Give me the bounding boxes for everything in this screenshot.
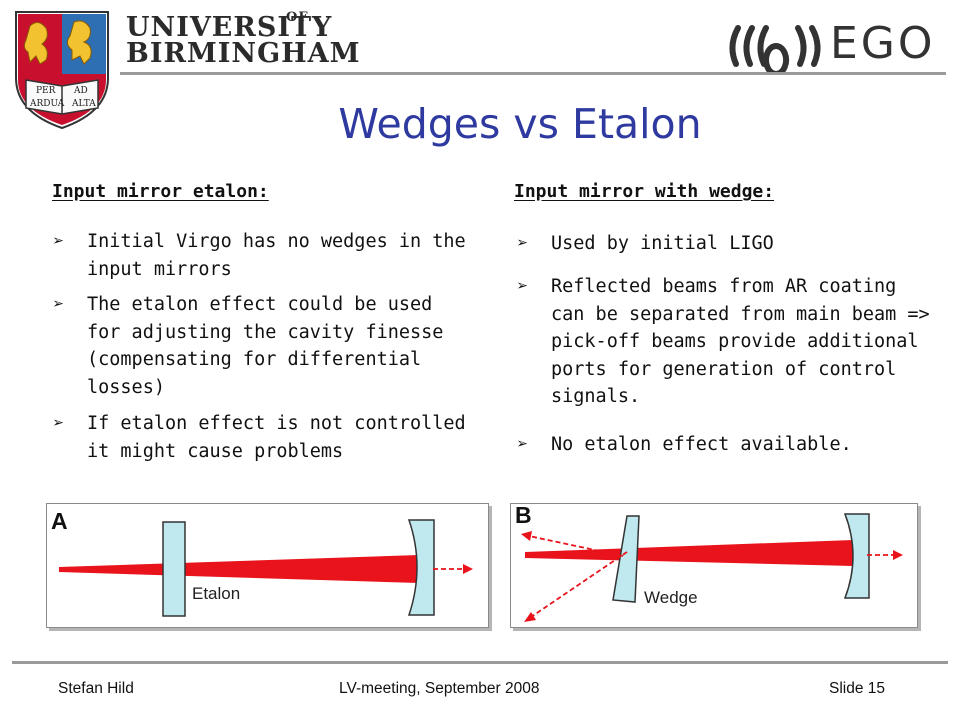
crest-text-per: PER bbox=[36, 86, 56, 96]
bullet-arrow-icon: ➢ bbox=[53, 231, 65, 252]
left-bullet-3: ➢ If etalon effect is not controlled it … bbox=[53, 410, 467, 465]
right-bullet-2-text: Reflected beams from AR coating can be s… bbox=[551, 276, 930, 407]
right-bullet-1-text: Used by initial LIGO bbox=[551, 233, 774, 254]
arrow-upper-left-icon bbox=[521, 531, 532, 541]
university-name-line2: BIRMINGHAM bbox=[126, 38, 361, 69]
right-bullet-2: ➢ Reflected beams from AR coating can be… bbox=[517, 273, 936, 411]
main-beam bbox=[59, 555, 419, 583]
arrow-right-icon bbox=[893, 550, 903, 560]
end-mirror bbox=[407, 519, 435, 616]
header-divider bbox=[120, 72, 946, 75]
slide-title: Wedges vs Etalon bbox=[338, 100, 702, 148]
footer-event: LV-meeting, September 2008 bbox=[339, 680, 540, 697]
right-bullet-3: ➢ No etalon effect available. bbox=[517, 431, 936, 459]
bullet-arrow-icon: ➢ bbox=[517, 434, 529, 455]
crest-shield-icon bbox=[15, 11, 109, 130]
etalon-optics-diagram bbox=[59, 519, 473, 617]
university-crest: PER AD ARDUA ALTA bbox=[12, 8, 112, 132]
reflected-beam-lower bbox=[530, 551, 628, 618]
arrow-lower-left-icon bbox=[524, 612, 536, 622]
right-bullet-3-text: No etalon effect available. bbox=[551, 434, 852, 455]
right-column-heading: Input mirror with wedge: bbox=[514, 181, 775, 202]
diagram-b-letter: B bbox=[515, 502, 532, 528]
bullet-arrow-icon: ➢ bbox=[517, 276, 529, 297]
diagram-etalon: A Etalon bbox=[46, 503, 489, 628]
bullet-arrow-icon: ➢ bbox=[53, 413, 65, 434]
left-bullet-2-text: The etalon effect could be used for adju… bbox=[87, 294, 444, 398]
arrow-right-icon bbox=[463, 564, 473, 574]
main-beam bbox=[525, 540, 853, 566]
crest-text-ardua: ARDUA bbox=[30, 99, 65, 109]
etalon-input-mirror bbox=[162, 521, 186, 617]
left-bullet-3-text: If etalon effect is not controlled it mi… bbox=[87, 413, 466, 462]
footer-slide-number: Slide 15 bbox=[829, 680, 886, 697]
diagram-wedge: B Wedge bbox=[510, 502, 918, 628]
bullet-arrow-icon: ➢ bbox=[53, 294, 65, 315]
right-bullet-1: ➢ Used by initial LIGO bbox=[517, 230, 936, 258]
etalon-label: Etalon bbox=[192, 584, 241, 603]
wedge-optics-diagram bbox=[521, 513, 903, 622]
university-name-line1: UNIVERSITY bbox=[126, 12, 333, 43]
left-bullet-1: ➢ Initial Virgo has no wedges in the inp… bbox=[53, 228, 467, 283]
bullet-arrow-icon: ➢ bbox=[517, 233, 529, 254]
ego-logo-text: EGO bbox=[830, 18, 936, 69]
wedge-input-mirror bbox=[612, 515, 640, 603]
diagram-a-letter: A bbox=[51, 508, 68, 534]
crest-text-alta: ALTA bbox=[72, 99, 96, 109]
left-column-heading: Input mirror etalon: bbox=[52, 181, 269, 202]
crest-text-ad: AD bbox=[74, 86, 88, 96]
university-name-of: OF bbox=[286, 10, 309, 25]
footer-author: Stefan Hild bbox=[58, 680, 134, 697]
ego-logo: EGO bbox=[726, 18, 933, 77]
wedge-label: Wedge bbox=[644, 588, 698, 607]
reflected-beam-upper bbox=[528, 535, 624, 557]
footer-divider bbox=[12, 661, 948, 664]
end-mirror bbox=[843, 513, 870, 599]
left-bullet-2: ➢ The etalon effect could be used for ad… bbox=[53, 291, 467, 401]
left-bullet-1-text: Initial Virgo has no wedges in the input… bbox=[87, 231, 466, 280]
